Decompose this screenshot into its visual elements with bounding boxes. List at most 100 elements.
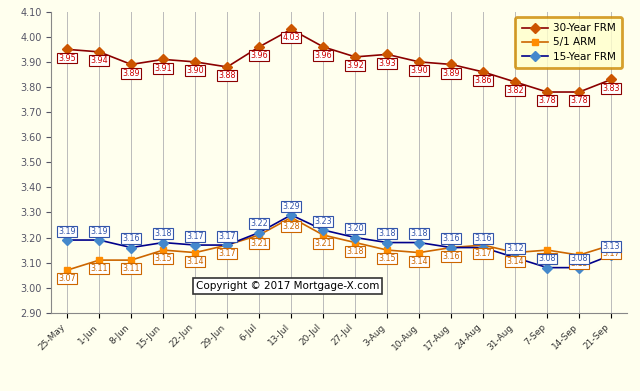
- Line: 15-Year FRM: 15-Year FRM: [64, 212, 614, 271]
- Legend: 30-Year FRM, 5/1 ARM, 15-Year FRM: 30-Year FRM, 5/1 ARM, 15-Year FRM: [515, 17, 622, 68]
- 30-Year FRM: [383, 52, 391, 57]
- 30-Year FRM: [415, 59, 423, 64]
- 5/1 ARM: [607, 243, 615, 248]
- Text: 3.17: 3.17: [218, 249, 236, 258]
- 30-Year FRM: [287, 27, 295, 32]
- Text: 3.17: 3.17: [186, 232, 204, 241]
- Text: 3.18: 3.18: [154, 230, 172, 239]
- 15-Year FRM: [543, 265, 551, 270]
- 15-Year FRM: [351, 235, 359, 240]
- Text: 3.18: 3.18: [346, 247, 364, 256]
- 15-Year FRM: [447, 245, 455, 250]
- Text: 3.21: 3.21: [250, 239, 268, 248]
- 15-Year FRM: [95, 238, 103, 242]
- Text: 3.22: 3.22: [250, 219, 268, 228]
- 30-Year FRM: [511, 80, 519, 84]
- 5/1 ARM: [383, 248, 391, 253]
- 5/1 ARM: [447, 245, 455, 250]
- Text: 3.16: 3.16: [442, 252, 460, 261]
- Text: 3.93: 3.93: [378, 59, 396, 68]
- Text: 3.16: 3.16: [122, 234, 140, 244]
- Text: 3.15: 3.15: [378, 254, 396, 263]
- Text: 3.07: 3.07: [58, 274, 76, 283]
- 15-Year FRM: [255, 230, 263, 235]
- 15-Year FRM: [575, 265, 583, 270]
- 5/1 ARM: [479, 243, 487, 248]
- Text: 3.19: 3.19: [58, 227, 76, 236]
- 5/1 ARM: [543, 248, 551, 253]
- Text: Copyright © 2017 Mortgage-X.com: Copyright © 2017 Mortgage-X.com: [196, 281, 379, 291]
- 15-Year FRM: [383, 240, 391, 245]
- Text: 3.15: 3.15: [154, 254, 172, 263]
- 5/1 ARM: [287, 215, 295, 220]
- Text: 3.28: 3.28: [282, 222, 300, 231]
- Text: 3.83: 3.83: [602, 84, 620, 93]
- Text: 3.90: 3.90: [186, 66, 204, 75]
- 30-Year FRM: [351, 54, 359, 59]
- 5/1 ARM: [191, 250, 199, 255]
- 5/1 ARM: [127, 258, 135, 262]
- 30-Year FRM: [319, 45, 327, 49]
- 5/1 ARM: [575, 253, 583, 257]
- Text: 3.21: 3.21: [314, 239, 332, 248]
- 30-Year FRM: [63, 47, 71, 52]
- 15-Year FRM: [127, 245, 135, 250]
- 30-Year FRM: [95, 50, 103, 54]
- 30-Year FRM: [575, 90, 583, 94]
- Text: 3.89: 3.89: [122, 68, 140, 77]
- Text: 3.23: 3.23: [314, 217, 332, 226]
- 5/1 ARM: [223, 243, 231, 248]
- 15-Year FRM: [287, 213, 295, 217]
- 5/1 ARM: [63, 268, 71, 273]
- 5/1 ARM: [95, 258, 103, 262]
- Text: 3.94: 3.94: [90, 56, 108, 65]
- Text: 3.15: 3.15: [538, 254, 556, 263]
- Text: 3.14: 3.14: [186, 257, 204, 266]
- Text: 3.29: 3.29: [282, 202, 300, 211]
- Text: 3.95: 3.95: [58, 54, 76, 63]
- Text: 3.14: 3.14: [506, 257, 524, 266]
- Text: 4.03: 4.03: [282, 34, 300, 43]
- Text: 3.20: 3.20: [346, 224, 364, 233]
- Text: 3.17: 3.17: [218, 232, 236, 241]
- Text: 3.13: 3.13: [570, 259, 588, 268]
- Text: 3.18: 3.18: [410, 230, 428, 239]
- Text: 3.89: 3.89: [442, 68, 460, 77]
- 30-Year FRM: [447, 62, 455, 67]
- Text: 3.78: 3.78: [538, 96, 556, 105]
- Text: 3.14: 3.14: [410, 257, 428, 266]
- Line: 5/1 ARM: 5/1 ARM: [64, 214, 614, 274]
- Text: 3.82: 3.82: [506, 86, 524, 95]
- Text: 3.17: 3.17: [474, 249, 492, 258]
- 15-Year FRM: [223, 243, 231, 248]
- 5/1 ARM: [159, 248, 167, 253]
- 30-Year FRM: [127, 62, 135, 67]
- Text: 3.96: 3.96: [314, 51, 332, 60]
- 30-Year FRM: [191, 59, 199, 64]
- 30-Year FRM: [479, 70, 487, 74]
- 15-Year FRM: [479, 245, 487, 250]
- 5/1 ARM: [255, 233, 263, 237]
- Text: 3.19: 3.19: [90, 227, 108, 236]
- 15-Year FRM: [511, 255, 519, 260]
- Text: 3.12: 3.12: [506, 244, 524, 253]
- Text: 3.08: 3.08: [570, 255, 588, 264]
- Text: 3.13: 3.13: [602, 242, 620, 251]
- Text: 3.16: 3.16: [474, 234, 492, 244]
- Text: 3.17: 3.17: [602, 249, 620, 258]
- 30-Year FRM: [223, 65, 231, 69]
- 5/1 ARM: [511, 250, 519, 255]
- 15-Year FRM: [159, 240, 167, 245]
- Text: 3.88: 3.88: [218, 71, 236, 80]
- 30-Year FRM: [607, 77, 615, 82]
- Text: 3.78: 3.78: [570, 96, 588, 105]
- 5/1 ARM: [351, 240, 359, 245]
- Text: 3.08: 3.08: [538, 255, 556, 264]
- 30-Year FRM: [255, 45, 263, 49]
- 30-Year FRM: [543, 90, 551, 94]
- Text: 3.92: 3.92: [346, 61, 364, 70]
- Text: 3.18: 3.18: [378, 230, 396, 239]
- 5/1 ARM: [319, 233, 327, 237]
- Text: 3.86: 3.86: [474, 76, 492, 85]
- 15-Year FRM: [63, 238, 71, 242]
